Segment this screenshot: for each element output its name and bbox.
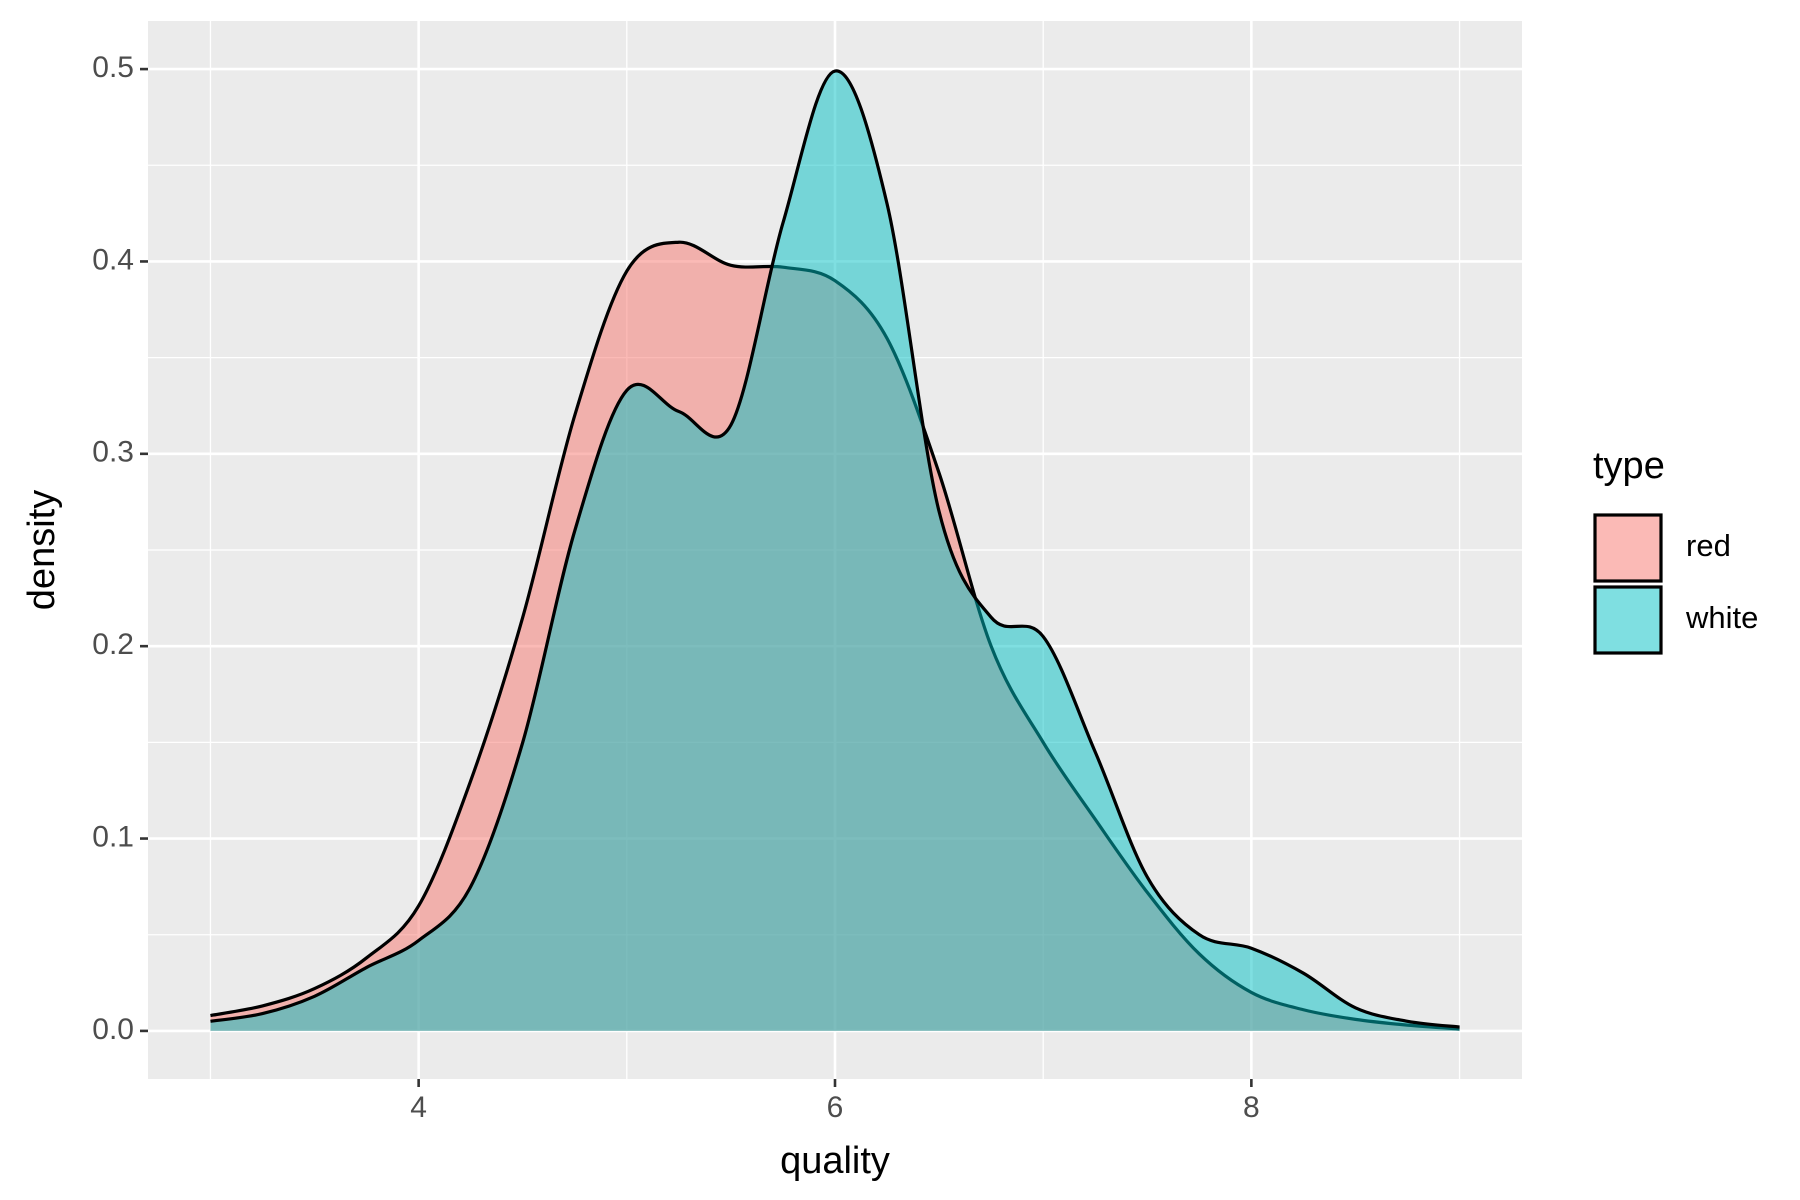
legend-label: white (1685, 600, 1758, 635)
x-tick-label: 4 (410, 1091, 427, 1124)
y-tick-label: 0.1 (92, 820, 134, 853)
axes: 4 6 8 0.0 0.1 0.2 0.3 0.4 0.5 (92, 51, 1259, 1124)
y-tick-label: 0.0 (92, 1013, 134, 1046)
y-axis-title: density (21, 490, 63, 610)
legend: type red white (1593, 445, 1758, 655)
y-tick-label: 0.4 (92, 243, 134, 276)
legend-label: red (1686, 528, 1731, 563)
legend-key (1593, 585, 1663, 655)
x-axis-title: quality (780, 1140, 890, 1182)
y-tick-label: 0.5 (92, 51, 134, 84)
y-tick-label: 0.3 (92, 436, 134, 469)
legend-key (1593, 513, 1663, 583)
y-tick-label: 0.2 (92, 628, 134, 661)
density-area (210, 70, 1460, 1031)
density-line (210, 69, 1460, 1029)
x-tick-label: 6 (827, 1091, 844, 1124)
plot-area (210, 69, 1460, 1031)
x-tick-label: 8 (1243, 1091, 1260, 1124)
legend-title: type (1593, 445, 1665, 487)
